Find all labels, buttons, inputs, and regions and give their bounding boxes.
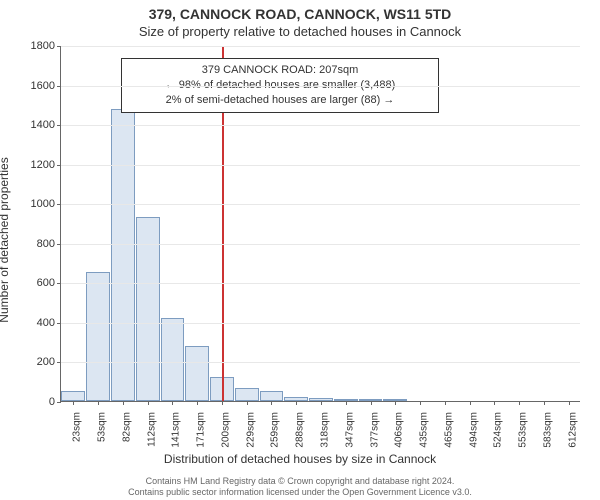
annotation-line: 379 CANNOCK ROAD: 207sqm xyxy=(130,63,430,78)
y-tick-label: 1200 xyxy=(31,159,61,171)
y-tick-label: 600 xyxy=(37,277,61,289)
x-tick-mark xyxy=(346,401,347,405)
x-tick-mark xyxy=(395,401,396,405)
y-tick-label: 1800 xyxy=(31,40,61,52)
footer: Contains HM Land Registry data © Crown c… xyxy=(0,476,600,499)
histogram-bar xyxy=(111,109,135,401)
page-title: 379, CANNOCK ROAD, CANNOCK, WS11 5TD xyxy=(0,0,600,22)
x-tick-mark xyxy=(123,401,124,405)
x-axis-label: Distribution of detached houses by size … xyxy=(0,452,600,466)
y-tick-label: 0 xyxy=(49,396,61,408)
page-subtitle: Size of property relative to detached ho… xyxy=(0,22,600,39)
grid-line xyxy=(61,283,580,284)
grid-line xyxy=(61,86,580,87)
grid-line xyxy=(61,125,580,126)
x-tick-mark xyxy=(296,401,297,405)
histogram-bar xyxy=(86,272,110,401)
x-tick-mark xyxy=(445,401,446,405)
x-tick-mark xyxy=(271,401,272,405)
x-tick-mark xyxy=(519,401,520,405)
x-tick-mark xyxy=(197,401,198,405)
x-tick-mark xyxy=(544,401,545,405)
y-tick-label: 1400 xyxy=(31,119,61,131)
y-tick-label: 400 xyxy=(37,317,61,329)
y-axis-label: Number of detached properties xyxy=(0,90,11,390)
y-tick-label: 1600 xyxy=(31,80,61,92)
x-tick-mark xyxy=(172,401,173,405)
x-tick-mark xyxy=(569,401,570,405)
grid-line xyxy=(61,204,580,205)
x-tick-mark xyxy=(371,401,372,405)
x-tick-mark xyxy=(222,401,223,405)
histogram-bar xyxy=(61,391,85,401)
x-tick-mark xyxy=(148,401,149,405)
grid-line xyxy=(61,46,580,47)
footer-line: Contains HM Land Registry data © Crown c… xyxy=(0,476,600,487)
y-tick-label: 1000 xyxy=(31,198,61,210)
x-tick-mark xyxy=(321,401,322,405)
histogram-bar xyxy=(185,346,209,401)
annotation-line: 2% of semi-detached houses are larger (8… xyxy=(130,93,430,108)
grid-line xyxy=(61,323,580,324)
figure: 379, CANNOCK ROAD, CANNOCK, WS11 5TD Siz… xyxy=(0,0,600,500)
x-tick-mark xyxy=(73,401,74,405)
plot-area: 379 CANNOCK ROAD: 207sqm ← 98% of detach… xyxy=(60,46,580,402)
y-tick-label: 800 xyxy=(37,238,61,250)
grid-line xyxy=(61,244,580,245)
x-tick-mark xyxy=(494,401,495,405)
x-tick-mark xyxy=(98,401,99,405)
x-tick-mark xyxy=(420,401,421,405)
grid-line xyxy=(61,362,580,363)
x-tick-mark xyxy=(247,401,248,405)
footer-line: Contains public sector information licen… xyxy=(0,487,600,498)
histogram-bar xyxy=(161,318,185,401)
histogram-bar xyxy=(260,391,284,401)
y-tick-label: 200 xyxy=(37,356,61,368)
x-tick-mark xyxy=(470,401,471,405)
grid-line xyxy=(61,165,580,166)
histogram-bar xyxy=(235,388,259,401)
